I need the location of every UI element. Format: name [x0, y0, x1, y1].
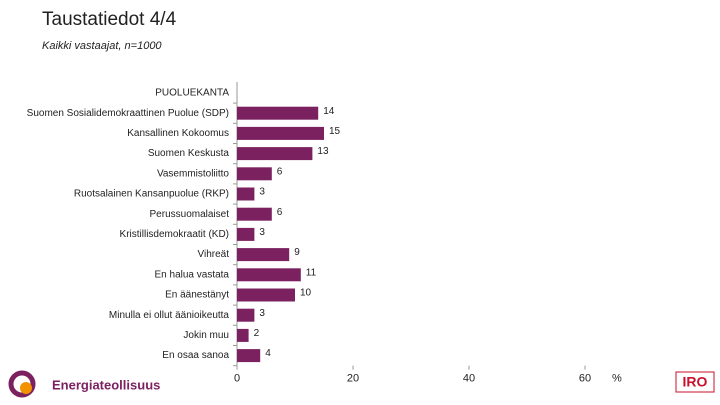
- bar: [237, 349, 261, 363]
- bar: [237, 207, 272, 221]
- logo-text: IRO: [683, 374, 708, 390]
- value-label: 9: [294, 247, 300, 258]
- value-label: 15: [329, 126, 341, 137]
- value-label: 3: [259, 187, 265, 198]
- bar: [237, 126, 324, 140]
- value-label: 11: [306, 267, 317, 278]
- bar: [237, 328, 249, 342]
- value-label: 6: [277, 207, 283, 218]
- x-tick-label: 0: [234, 373, 240, 385]
- value-label: 3: [259, 227, 265, 238]
- category-label: Vihreät: [197, 249, 229, 260]
- category-label: En osaa sanoa: [162, 350, 229, 361]
- energiateollisuus-logo: Energiateollisuus: [8, 370, 160, 398]
- bar: [237, 106, 319, 120]
- logo-text: Energiateollisuus: [52, 377, 160, 392]
- category-label: Kansallinen Kokoomus: [127, 128, 229, 139]
- category-label: Suomen Sosialidemokraattinen Puolue (SDP…: [27, 108, 229, 119]
- category-label: Jokin muu: [183, 330, 229, 341]
- value-label: 13: [317, 146, 329, 157]
- value-label: 4: [265, 348, 271, 359]
- x-tick-label: 40: [463, 373, 475, 385]
- value-label: 6: [277, 166, 283, 177]
- iro-logo: IRO: [675, 371, 715, 393]
- value-label: 3: [259, 308, 265, 319]
- logo-dot: [20, 382, 32, 394]
- x-tick-label: 60: [579, 373, 591, 385]
- title: Taustatiedot 4/4: [42, 9, 177, 30]
- x-tick-label: 20: [347, 373, 359, 385]
- category-label: En äänestänyt: [165, 290, 229, 301]
- unit-label: %: [612, 373, 622, 385]
- category-label: Kristillisdemokraatit (KD): [120, 229, 229, 240]
- bar: [237, 187, 255, 201]
- category-label: En halua vastata: [155, 269, 230, 280]
- value-label: 14: [323, 106, 335, 117]
- value-label: 2: [254, 328, 260, 339]
- bar: [237, 288, 295, 302]
- category-label: PUOLUEKANTA: [155, 88, 229, 99]
- category-label: Perussuomalaiset: [150, 209, 230, 220]
- logo-ring: [8, 370, 36, 398]
- bar: [237, 308, 255, 322]
- bar: [237, 227, 255, 241]
- subtitle: Kaikki vastaajat, n=1000: [42, 40, 162, 52]
- bar: [237, 167, 272, 181]
- category-label: Minulla ei ollut äänioikeutta: [109, 310, 230, 321]
- category-label: Suomen Keskusta: [148, 148, 230, 159]
- logo-box: [675, 371, 715, 393]
- bar: [237, 268, 301, 282]
- value-label: 10: [300, 288, 312, 299]
- bar: [237, 248, 290, 262]
- bar: [237, 147, 313, 161]
- category-label: Vasemmistoliitto: [157, 168, 229, 179]
- category-label: Ruotsalainen Kansanpuolue (RKP): [74, 189, 229, 200]
